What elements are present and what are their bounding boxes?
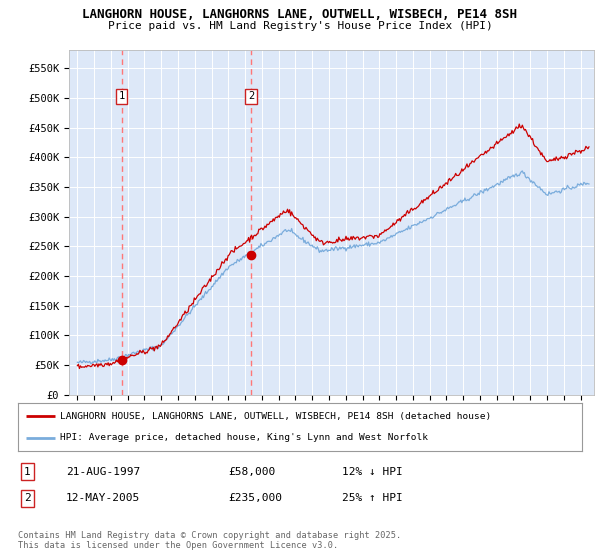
Text: LANGHORN HOUSE, LANGHORNS LANE, OUTWELL, WISBECH, PE14 8SH (detached house): LANGHORN HOUSE, LANGHORNS LANE, OUTWELL,… <box>60 412 491 421</box>
Text: 12-MAY-2005: 12-MAY-2005 <box>66 493 140 503</box>
Text: LANGHORN HOUSE, LANGHORNS LANE, OUTWELL, WISBECH, PE14 8SH: LANGHORN HOUSE, LANGHORNS LANE, OUTWELL,… <box>83 8 517 21</box>
Text: £58,000: £58,000 <box>228 466 275 477</box>
Text: Price paid vs. HM Land Registry's House Price Index (HPI): Price paid vs. HM Land Registry's House … <box>107 21 493 31</box>
Text: 1: 1 <box>24 466 31 477</box>
Text: 2: 2 <box>24 493 31 503</box>
Text: £235,000: £235,000 <box>228 493 282 503</box>
Text: 25% ↑ HPI: 25% ↑ HPI <box>342 493 403 503</box>
Text: HPI: Average price, detached house, King's Lynn and West Norfolk: HPI: Average price, detached house, King… <box>60 433 428 442</box>
Text: 2: 2 <box>248 91 254 101</box>
Text: Contains HM Land Registry data © Crown copyright and database right 2025.
This d: Contains HM Land Registry data © Crown c… <box>18 531 401 550</box>
Text: 12% ↓ HPI: 12% ↓ HPI <box>342 466 403 477</box>
Text: 21-AUG-1997: 21-AUG-1997 <box>66 466 140 477</box>
Text: 1: 1 <box>119 91 125 101</box>
